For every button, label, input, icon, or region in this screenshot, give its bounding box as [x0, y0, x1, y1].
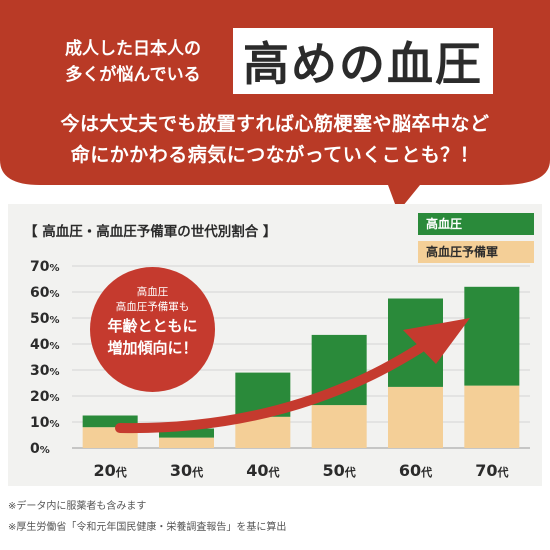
bar-hypertension [464, 286, 520, 386]
subheadline-line-1: 今は大丈夫でも放置すれば心筋梗塞や脳卒中など [60, 113, 490, 135]
footnote-medication: ※データ内に服薬者も含みます [8, 501, 147, 512]
y-tick-label: 20% [30, 389, 60, 405]
y-tick-label: 10% [30, 415, 60, 431]
x-tick-label: 20代 [94, 461, 127, 480]
callout-bubble: 高血圧 高血圧予備軍も 年齢とともに 増加傾向に！ [90, 267, 215, 392]
x-tick-label: 40代 [246, 461, 279, 480]
lead-line-2: 多くが悩んでいる [65, 65, 201, 85]
legend-pre-hypertension: 高血圧予備軍 [418, 241, 534, 263]
trend-arrow-head [403, 318, 470, 364]
bar-pre-hypertension [311, 405, 367, 448]
bar-pre-hypertension [388, 386, 443, 448]
y-tick-label: 50% [30, 311, 60, 327]
y-tick-label: 0% [30, 441, 50, 457]
callout-line-3: 年齢とともに [107, 317, 198, 335]
y-tick-label: 30% [30, 363, 60, 379]
chart-title: 【 高血圧・高血圧予備軍の世代別割合 】 [24, 224, 277, 240]
headline: 高めの血圧 [233, 28, 493, 94]
bar-pre-hypertension [464, 385, 520, 448]
callout-line-2: 高血圧予備軍も [115, 301, 190, 313]
trend-arrow [115, 343, 425, 434]
lead-line-1: 成人した日本人の [65, 39, 201, 59]
y-tick-label: 60% [30, 285, 60, 301]
callout-line-1: 高血圧 [136, 286, 169, 298]
subheadline-line-2: 命にかかわる病気につながっていくことも？！ [70, 144, 480, 166]
x-tick-label: 70代 [475, 461, 508, 480]
x-tick-label: 30代 [170, 461, 203, 480]
legend-hypertension: 高血圧 [418, 213, 534, 235]
y-tick-label: 40% [30, 337, 60, 353]
y-tick-label: 70% [30, 259, 60, 275]
bar-hypertension [82, 415, 138, 428]
x-tick-label: 50代 [323, 461, 356, 480]
bar-hypertension [159, 428, 214, 438]
callout-line-4: 増加傾向に！ [107, 339, 198, 357]
footnote-source: ※厚生労働省「令和元年国民健康・栄養調査報告」を基に算出 [8, 522, 287, 533]
bar-pre-hypertension [159, 437, 214, 448]
x-tick-label: 60代 [399, 461, 432, 480]
